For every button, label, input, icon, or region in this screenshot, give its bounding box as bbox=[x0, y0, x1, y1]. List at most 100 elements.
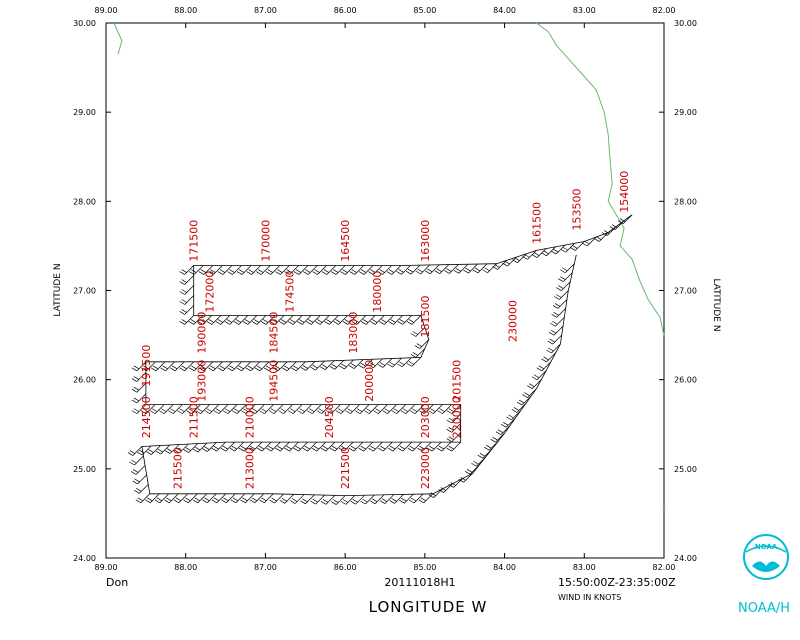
wind-barb-flag bbox=[259, 499, 265, 504]
wind-barb-flag bbox=[206, 408, 212, 412]
wind-barb-staff bbox=[261, 441, 272, 452]
wind-barb-flag bbox=[272, 367, 279, 372]
bottom-tick-label: 87.00 bbox=[254, 563, 277, 572]
wind-barb-staff bbox=[193, 315, 203, 325]
wind-barb-flag bbox=[191, 269, 197, 273]
wind-barb-flag bbox=[474, 267, 481, 272]
wind-barb-flag bbox=[426, 447, 433, 452]
wind-barb-flag bbox=[541, 252, 547, 257]
wind-barb-staff bbox=[423, 404, 434, 414]
left-tick-label: 25.00 bbox=[73, 465, 96, 474]
wind-barb-flag bbox=[135, 499, 142, 504]
wind-barb-staff bbox=[174, 361, 185, 372]
wind-barb-flag bbox=[379, 321, 385, 325]
wind-barb-flag bbox=[393, 408, 399, 412]
wind-barb-flag bbox=[421, 408, 427, 412]
wind-barb-flag bbox=[440, 487, 446, 491]
wind-barb-staff bbox=[194, 361, 204, 372]
time-label: 191500 bbox=[140, 345, 153, 387]
wind-barb-flag bbox=[148, 449, 154, 453]
wind-barb-flag bbox=[213, 410, 220, 414]
wind-barb-flag bbox=[222, 445, 228, 450]
time-label: 172000 bbox=[204, 271, 217, 313]
wind-barb-staff bbox=[497, 260, 507, 270]
wind-barb-staff bbox=[586, 236, 597, 247]
wind-barb-flag bbox=[236, 367, 242, 372]
wind-barb-flag bbox=[531, 254, 538, 258]
wind-barb-flag bbox=[379, 500, 386, 504]
wind-barb-staff bbox=[555, 244, 566, 255]
wind-barb-staff bbox=[289, 441, 299, 452]
wind-barb-flag bbox=[420, 497, 427, 502]
wind-barb-flag bbox=[195, 410, 201, 414]
wind-barb-flag bbox=[302, 447, 308, 452]
wind-barb-flag bbox=[210, 269, 216, 273]
flight-track-line bbox=[141, 214, 633, 497]
wind-barb-staff bbox=[136, 361, 147, 372]
wind-barb-flag bbox=[155, 450, 161, 455]
wind-barb-staff bbox=[394, 494, 404, 504]
wind-barb-flag bbox=[269, 499, 275, 504]
wind-barb-flag bbox=[446, 419, 452, 424]
time-label: 164500 bbox=[339, 220, 352, 262]
wind-barb-flag bbox=[550, 250, 557, 255]
wind-barb-flag bbox=[134, 490, 140, 494]
wind-barb-staff bbox=[363, 358, 373, 369]
wind-barb-flag bbox=[279, 500, 286, 504]
time-label: 210000 bbox=[244, 396, 257, 438]
wind-barb-flag bbox=[277, 445, 283, 450]
wind-barb-flag bbox=[229, 447, 235, 452]
wind-barb-flag bbox=[293, 447, 299, 452]
wind-barb-flag bbox=[131, 367, 138, 372]
wind-barb-flag bbox=[378, 447, 384, 452]
wind-barb-staff bbox=[551, 343, 561, 354]
wind-barb-flag bbox=[330, 501, 337, 505]
wind-barb-flag bbox=[226, 319, 233, 323]
wind-barb-flag bbox=[560, 276, 566, 280]
wind-barb-flag bbox=[333, 321, 339, 325]
wind-barb-flag bbox=[360, 362, 366, 367]
wind-barb-flag bbox=[267, 269, 273, 273]
wind-barb-staff bbox=[273, 404, 284, 414]
wind-barb-staff bbox=[225, 441, 235, 452]
wind-barb-flag bbox=[136, 451, 143, 456]
wind-barb-staff bbox=[355, 494, 365, 505]
wind-barb-flag bbox=[351, 269, 357, 273]
wind-barb-flag bbox=[425, 270, 431, 275]
wind-barb-flag bbox=[133, 365, 140, 370]
wind-barb-flag bbox=[556, 294, 562, 298]
wind-barb-staff bbox=[280, 441, 290, 452]
wind-barb-staff bbox=[250, 361, 260, 372]
wind-barb-staff bbox=[334, 441, 345, 452]
wind-barb-flag bbox=[256, 365, 263, 370]
wind-barb-flag bbox=[516, 401, 523, 406]
wind-barb-staff bbox=[218, 404, 229, 414]
wind-barb-flag bbox=[179, 408, 185, 412]
wind-barb-flag bbox=[208, 367, 214, 372]
wind-barb-flag bbox=[271, 497, 277, 502]
top-tick-label: 82.00 bbox=[653, 6, 676, 15]
wind-barb-flag bbox=[189, 367, 195, 372]
flight-track bbox=[141, 214, 633, 497]
wind-barb-staff bbox=[315, 494, 325, 505]
wind-barb-flag bbox=[484, 267, 490, 272]
time-label: 193000 bbox=[196, 360, 209, 402]
wind-barb-staff bbox=[184, 305, 194, 315]
wind-barb-flag bbox=[233, 408, 240, 412]
wind-barb-staff bbox=[338, 315, 348, 325]
wind-barb-staff bbox=[165, 361, 175, 372]
time-label: 221500 bbox=[339, 447, 352, 489]
wind-barb-staff bbox=[565, 242, 575, 253]
wind-barb-staff bbox=[343, 441, 354, 452]
wind-barb-staff bbox=[433, 488, 444, 498]
wind-barb-staff bbox=[561, 281, 571, 291]
wind-barb-flag bbox=[382, 410, 388, 414]
wind-barb-flag bbox=[405, 270, 412, 275]
wind-barb-flag bbox=[298, 319, 305, 323]
wind-barb-flag bbox=[446, 268, 452, 272]
wind-barb-staff bbox=[274, 493, 284, 504]
wind-barb-flag bbox=[368, 447, 374, 452]
wind-barb-staff bbox=[393, 315, 403, 325]
wind-units: WIND IN KNOTS bbox=[558, 593, 621, 602]
wind-barb-staff bbox=[329, 315, 339, 325]
